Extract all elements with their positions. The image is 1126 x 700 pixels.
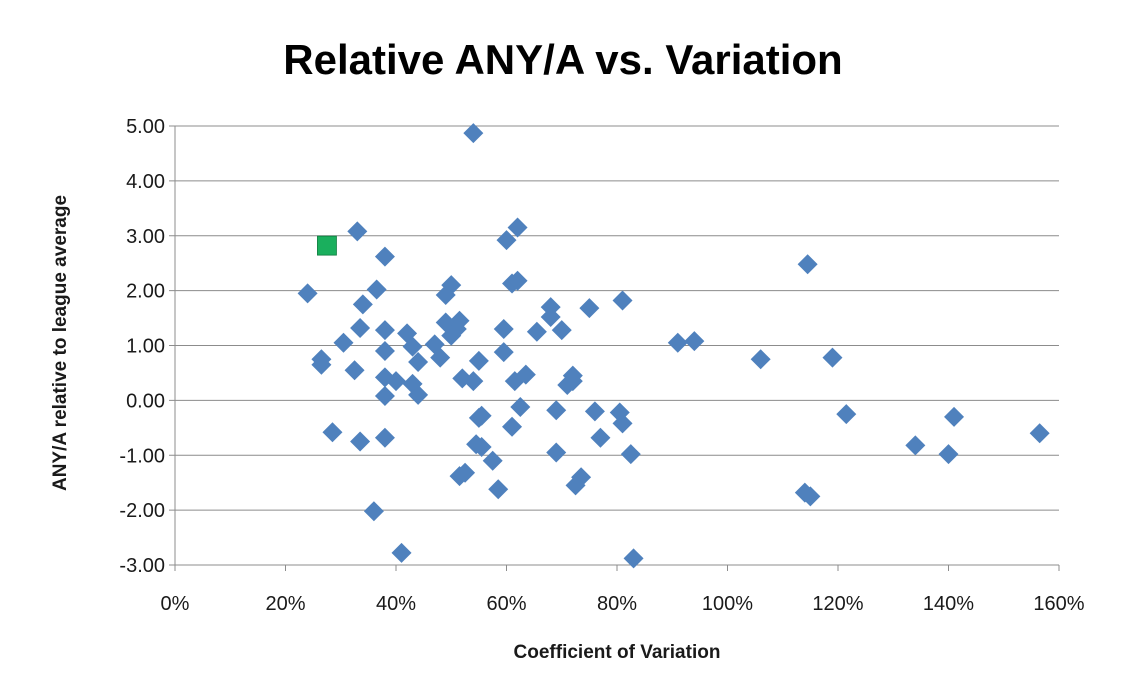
data-point [449, 310, 470, 331]
data-point [590, 427, 611, 448]
data-point [350, 317, 371, 338]
data-point [435, 285, 456, 306]
data-point [386, 371, 406, 392]
data-point [391, 542, 412, 563]
data-point [623, 548, 644, 569]
data-point [297, 283, 318, 304]
data-point [402, 373, 423, 394]
data-point [374, 320, 395, 341]
data-point [515, 364, 536, 385]
x-tick-label: 120% [812, 593, 863, 615]
x-tick-label: 140% [923, 593, 974, 615]
data-point [584, 401, 605, 422]
gridlines [169, 125, 1059, 566]
data-point [579, 298, 600, 319]
data-point [546, 442, 567, 463]
y-tick-label: -3.00 [119, 555, 165, 577]
data-point [944, 406, 965, 427]
highlighted-data-point [317, 235, 337, 256]
data-point [507, 217, 528, 238]
data-point [546, 400, 567, 421]
x-axis-tick-labels: 0% 20% 40% 60% 80% 100% 120% 140% 160% [161, 593, 1085, 615]
data-point [684, 331, 705, 352]
x-tick-label: 40% [376, 593, 416, 615]
data-point [322, 422, 343, 443]
data-point [363, 501, 384, 522]
data-point [402, 336, 423, 357]
data-point [496, 230, 517, 251]
data-point [463, 371, 484, 392]
y-tick-label: -2.00 [119, 500, 165, 522]
data-point [455, 462, 476, 483]
y-axis-title: ANY/A relative to league average [50, 195, 71, 491]
data-point [468, 350, 489, 371]
data-point [612, 290, 633, 311]
data-point [482, 450, 503, 471]
y-tick-label: 0.00 [126, 390, 165, 412]
data-point [488, 479, 509, 500]
data-point [836, 404, 857, 425]
data-point [311, 354, 332, 375]
x-axis-title: Coefficient of Variation [514, 642, 721, 663]
data-point [526, 321, 547, 342]
x-tick-label: 60% [486, 593, 526, 615]
data-point [471, 437, 492, 458]
data-point [374, 427, 395, 448]
y-tick-label: 4.00 [126, 171, 165, 193]
data-point [344, 360, 365, 381]
data-point [493, 342, 514, 363]
data-point [510, 396, 531, 417]
data-point [471, 405, 492, 426]
y-tick-label: -1.00 [119, 445, 165, 467]
y-tick-label: 1.00 [126, 336, 165, 358]
data-point [463, 123, 484, 144]
x-tick-label: 100% [702, 593, 753, 615]
y-tick-label: 2.00 [126, 281, 165, 303]
axes [174, 126, 1060, 571]
data-point [540, 306, 561, 327]
y-axis-tick-labels: 5.00 4.00 3.00 2.00 1.00 0.00 -1.00 -2.00 -3.00 [119, 116, 165, 577]
data-point [797, 254, 818, 275]
data-point [507, 270, 528, 291]
data-point [441, 325, 462, 346]
data-point [352, 294, 373, 315]
data-point [905, 435, 926, 456]
data-point [430, 347, 451, 368]
x-tick-label: 160% [1033, 593, 1084, 615]
data-point [612, 413, 633, 434]
y-tick-label: 5.00 [126, 116, 165, 138]
data-point [750, 349, 771, 370]
data-point [938, 444, 959, 465]
data-point [366, 279, 387, 300]
data-point [347, 221, 368, 242]
data-points [297, 123, 1050, 569]
data-point [571, 467, 592, 488]
data-point [350, 431, 371, 452]
data-point [562, 371, 583, 392]
y-tick-label: 3.00 [126, 226, 165, 248]
chart-title: Relative ANY/A vs. Variation [283, 36, 842, 83]
x-tick-label: 0% [161, 593, 190, 615]
data-point [502, 416, 523, 437]
data-point [374, 340, 395, 361]
data-point [333, 332, 354, 353]
x-tick-label: 20% [265, 593, 305, 615]
data-point [493, 319, 514, 340]
data-point [822, 347, 843, 368]
x-tick-label: 80% [597, 593, 637, 615]
data-point [374, 246, 395, 267]
data-point [620, 444, 641, 465]
data-point [667, 332, 688, 353]
data-point [374, 385, 395, 406]
data-point [800, 486, 821, 507]
data-point [1029, 423, 1050, 444]
data-point [408, 351, 429, 372]
data-point [551, 320, 572, 341]
